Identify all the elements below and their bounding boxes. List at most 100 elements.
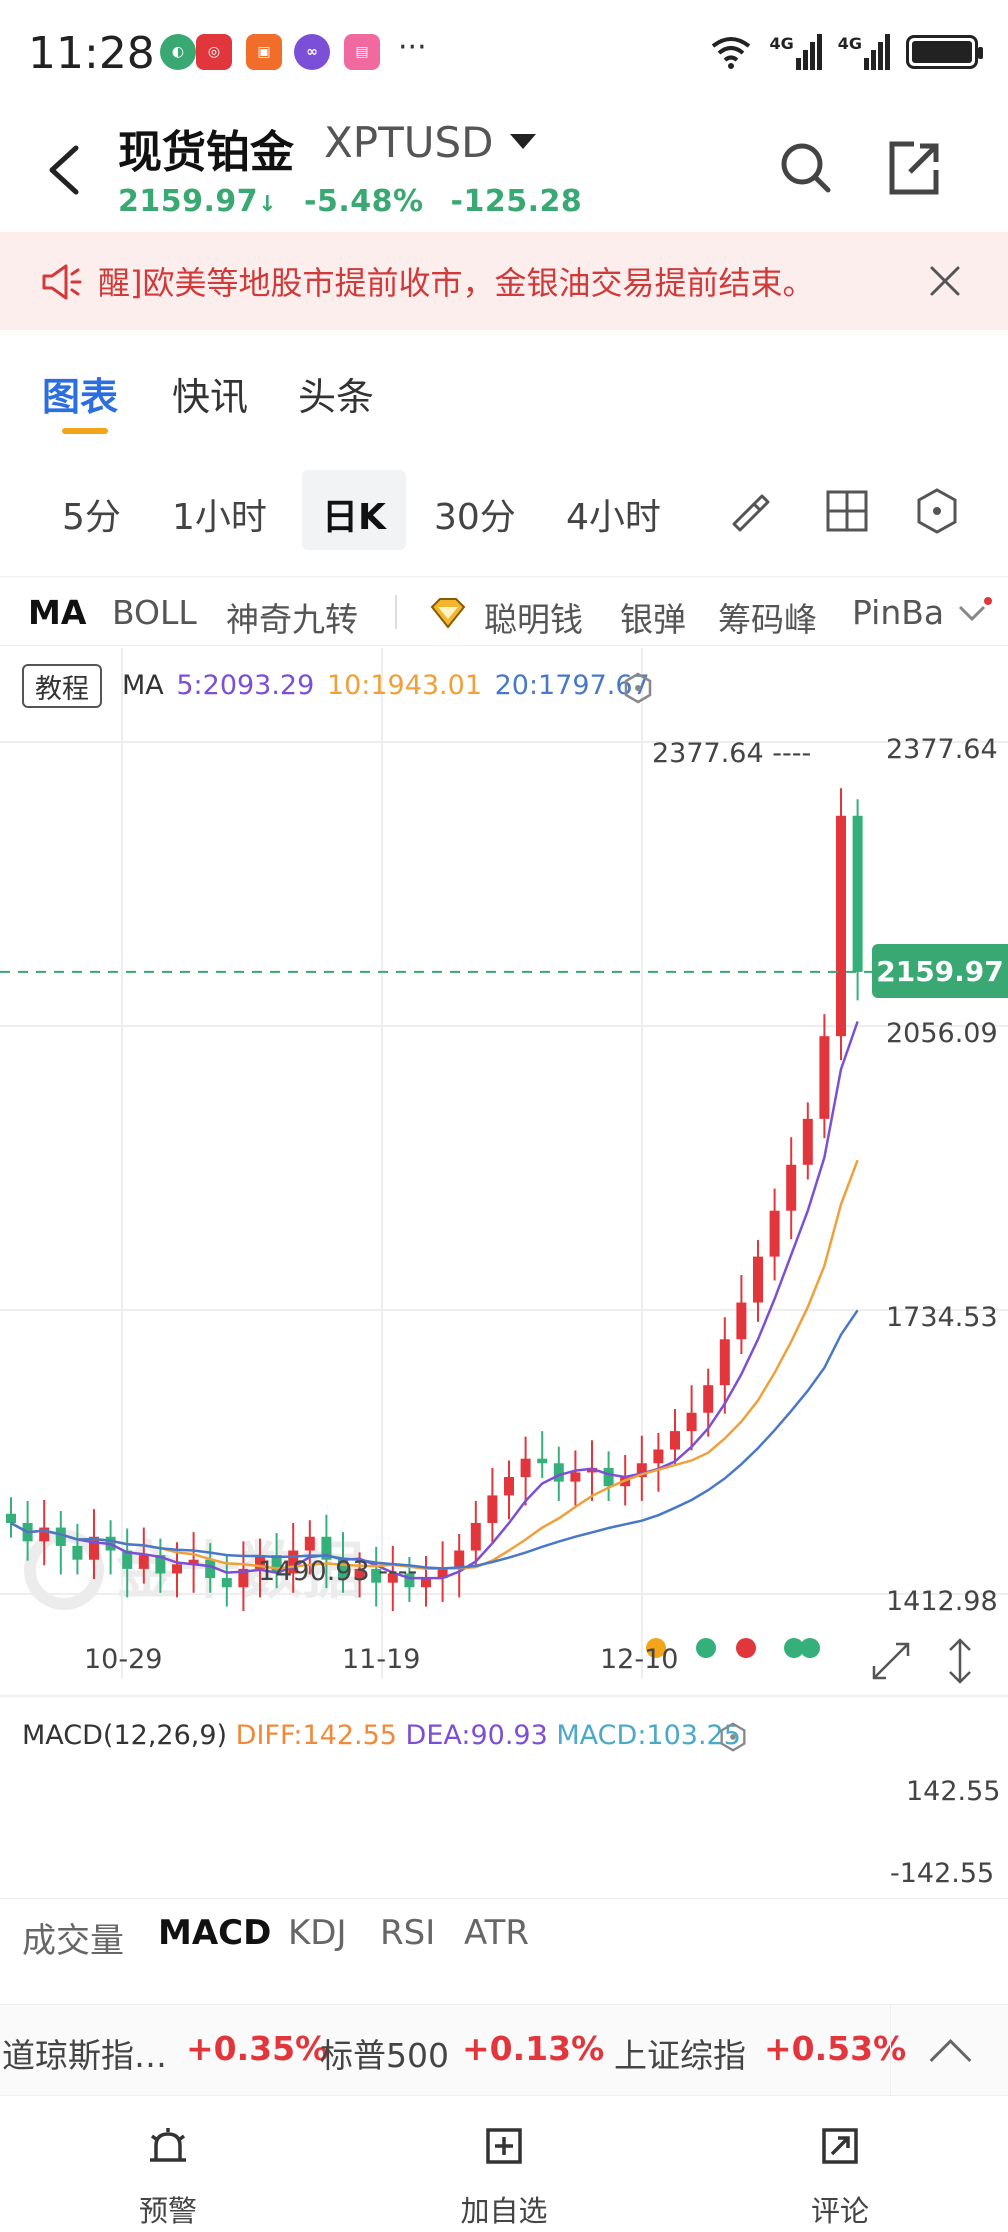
vertical-resize-icon[interactable]: [938, 1636, 982, 1686]
ma10-line: [10, 1159, 859, 1571]
candle-up: [802, 1118, 813, 1165]
event-dot: [646, 1638, 666, 1658]
tutorial-button[interactable]: 教程: [22, 664, 102, 708]
chevron-up-icon[interactable]: [890, 2005, 1008, 2097]
candle-up: [304, 1536, 315, 1551]
period-daily[interactable]: 日K: [322, 497, 386, 538]
ma20-line: [10, 1309, 859, 1570]
candle-up: [487, 1495, 498, 1523]
candle-up: [387, 1573, 398, 1583]
sub-tab-macd[interactable]: MACD: [158, 1913, 272, 1953]
app-notification-icon: ∞: [294, 34, 330, 70]
symbol-selector[interactable]: XPTUSD: [324, 118, 494, 167]
x-axis-label: 11-19: [342, 1644, 421, 1675]
candle-up: [454, 1550, 465, 1569]
nav-alert[interactable]: 预警: [68, 2096, 268, 2232]
ma-prefix: MA: [122, 670, 164, 701]
indicator-bar: MA BOLL 神奇九转 聪明钱 银弹 筹码峰 PinBa: [0, 576, 1008, 646]
close-icon[interactable]: [920, 256, 970, 306]
candle-up: [819, 1036, 830, 1119]
y-axis-label: 2377.64: [886, 734, 998, 765]
tab-chart[interactable]: 图表: [42, 375, 119, 419]
notice-banner[interactable]: 醒]欧美等地股市提前收市，金银油交易提前结束。: [0, 232, 1008, 330]
event-dot: [800, 1638, 820, 1658]
candle-down: [537, 1458, 548, 1464]
indicator-smart-money[interactable]: 聪明钱: [484, 600, 583, 639]
indicator-magic-nine[interactable]: 神奇九转: [226, 600, 358, 639]
sub-indicator-tabs: 成交量 MACD KDJ RSI ATR: [0, 1898, 1008, 1968]
period-30min[interactable]: 30分: [434, 497, 516, 538]
candle-up: [504, 1477, 514, 1496]
macd-diff: DIFF:142.55: [235, 1720, 397, 1751]
nav-comment[interactable]: 评论: [740, 2096, 940, 2232]
ma-settings-icon[interactable]: [620, 670, 656, 706]
candle-down: [221, 1578, 232, 1588]
status-bar: 11:28 ◐ ◎ ▣ ∞ ▤ ··· 4G 4G: [0, 0, 1008, 108]
ma20-value: 20:1797.67: [494, 670, 650, 701]
signal-icon: 4G: [769, 34, 822, 70]
search-icon[interactable]: [776, 138, 836, 198]
candle-up: [719, 1339, 730, 1386]
period-active-background: [302, 470, 406, 550]
macd-y-label: -142.55: [890, 1858, 995, 1889]
candle-up: [288, 1550, 299, 1574]
nav-add-watchlist[interactable]: 加自选: [404, 2096, 604, 2232]
period-5min[interactable]: 5分: [62, 497, 121, 538]
indicator-chip-peak[interactable]: 筹码峰: [718, 600, 817, 639]
market-ticker[interactable]: 道琼斯指… +0.35% 标普500 +0.13% 上证综指 +0.53%: [0, 2004, 1008, 2097]
sub-tab-rsi[interactable]: RSI: [380, 1913, 436, 1953]
back-icon[interactable]: [36, 130, 96, 210]
candle-down: [6, 1513, 16, 1523]
sub-tab-kdj[interactable]: KDJ: [288, 1913, 347, 1953]
macd-legend: MACD(12,26,9) DIFF:142.55 DEA:90.93 MACD…: [22, 1720, 741, 1751]
candle-up: [786, 1164, 797, 1211]
indicator-silver-bullet[interactable]: 银弹: [620, 600, 686, 639]
candle-up: [238, 1568, 249, 1588]
settings-hexagon-icon[interactable]: [912, 486, 962, 536]
candle-up: [354, 1568, 365, 1579]
indicator-pinbar[interactable]: PinBa: [852, 593, 945, 632]
period-1hour[interactable]: 1小时: [172, 497, 267, 538]
candle-up: [736, 1302, 747, 1340]
low-price-marker: 1490.93 ----: [258, 1556, 418, 1587]
price-chart[interactable]: 金十数据: [0, 648, 1008, 1698]
current-price-tag: 2159.97: [872, 944, 1008, 998]
page-title: 现货铂金: [118, 127, 294, 178]
status-more-icon: ···: [398, 30, 427, 65]
candle-up: [686, 1412, 697, 1432]
tab-headlines[interactable]: 头条: [298, 375, 375, 419]
y-axis-label: 1734.53: [886, 1302, 998, 1333]
alarm-icon: [150, 2128, 186, 2162]
app-notification-icon: ◐: [160, 34, 196, 70]
candle-up: [769, 1210, 780, 1257]
nav-alert-label: 预警: [138, 2194, 197, 2228]
sub-tab-atr[interactable]: ATR: [464, 1913, 530, 1953]
fullscreen-icon[interactable]: [866, 1636, 916, 1686]
add-watchlist-icon: [486, 2128, 522, 2164]
indicator-boll[interactable]: BOLL: [112, 593, 197, 632]
candle-up: [437, 1568, 448, 1579]
share-icon[interactable]: [884, 138, 944, 198]
sub-tab-volume[interactable]: 成交量: [22, 1921, 124, 1961]
comment-icon: [822, 2128, 858, 2164]
caret-down-icon[interactable]: [510, 134, 536, 149]
tab-underline: [62, 428, 108, 434]
event-dot: [696, 1638, 716, 1658]
event-dot: [784, 1638, 804, 1658]
tab-flash-news[interactable]: 快讯: [172, 375, 249, 419]
notice-text: 醒]欧美等地股市提前收市，金银油交易提前结束。: [98, 264, 815, 302]
current-price: 2159.97↓: [118, 184, 278, 219]
period-4hour[interactable]: 4小时: [566, 497, 661, 538]
ma5-value: 5:2093.29: [176, 670, 315, 701]
draw-tool-icon[interactable]: [726, 486, 776, 536]
y-axis-label: 2056.09: [886, 1018, 998, 1049]
quote-line: 2159.97↓ -5.48% -125.28: [118, 184, 598, 219]
bottom-nav: 预警 加自选 评论: [0, 2096, 1008, 2232]
indicator-ma[interactable]: MA: [28, 593, 87, 632]
ma-legend: MA 5:2093.29 10:1943.01 20:1797.67: [122, 670, 654, 701]
ma5-line: [10, 1021, 859, 1580]
layout-grid-icon[interactable]: [822, 486, 872, 536]
macd-settings-icon[interactable]: [716, 1720, 750, 1754]
candle-up: [836, 815, 846, 1037]
chevron-down-icon[interactable]: [952, 597, 992, 629]
